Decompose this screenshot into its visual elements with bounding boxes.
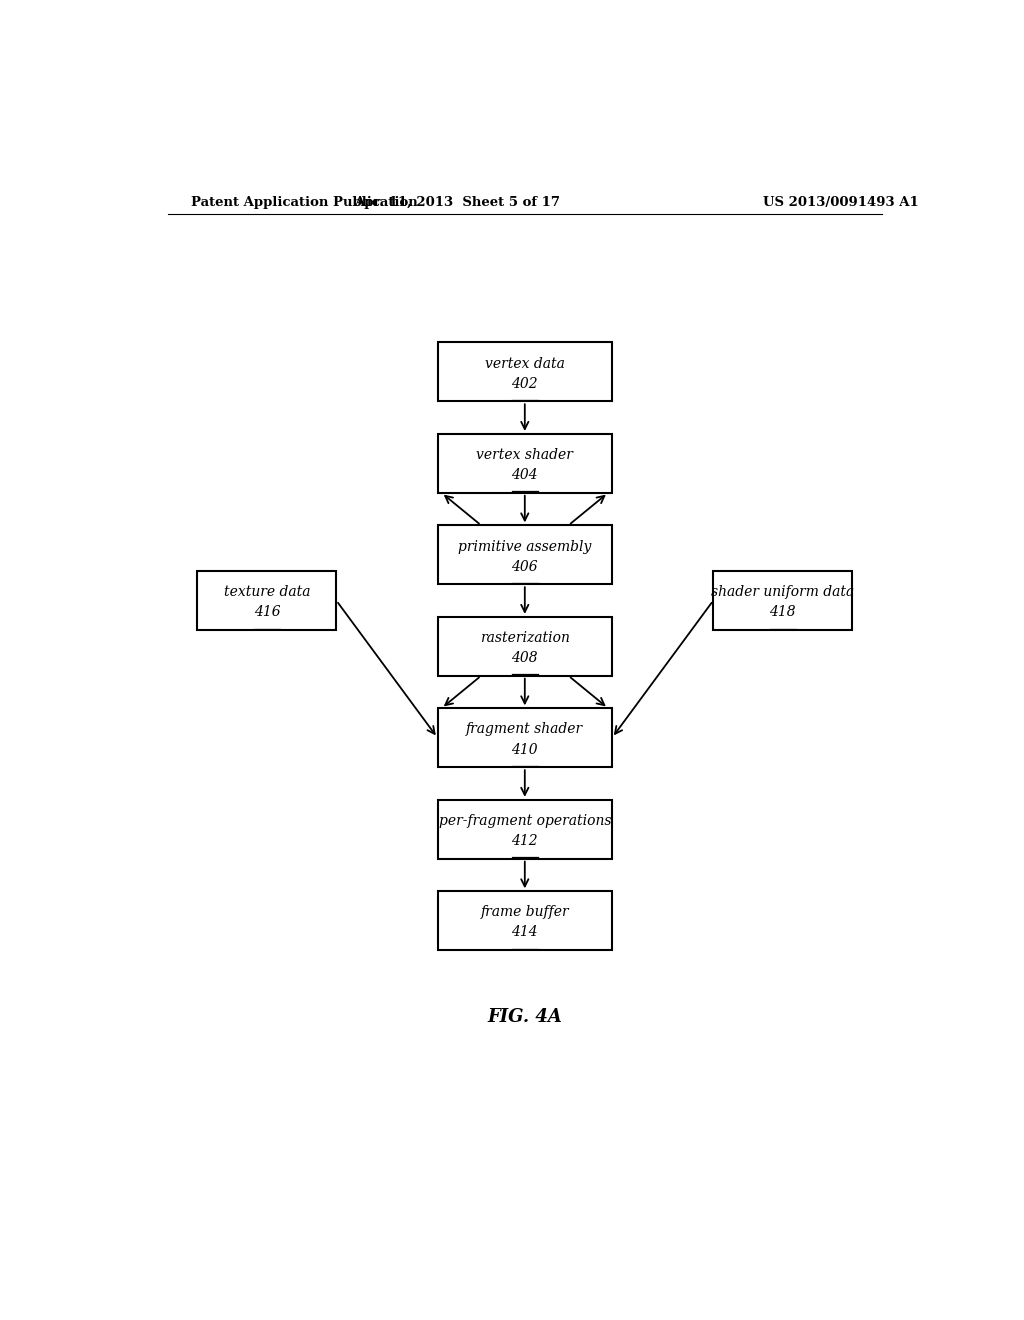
Text: vertex shader: vertex shader (476, 447, 573, 462)
Text: Apr. 11, 2013  Sheet 5 of 17: Apr. 11, 2013 Sheet 5 of 17 (354, 195, 560, 209)
Text: FIG. 4A: FIG. 4A (487, 1008, 562, 1026)
Text: 402: 402 (511, 376, 539, 391)
Text: 418: 418 (769, 606, 796, 619)
Text: rasterization: rasterization (480, 631, 569, 645)
Bar (437, 342, 612, 401)
Bar (437, 616, 612, 676)
Text: 412: 412 (511, 834, 539, 847)
Text: vertex data: vertex data (484, 356, 565, 371)
Text: 416: 416 (254, 606, 281, 619)
Text: primitive assembly: primitive assembly (458, 540, 592, 553)
Text: 408: 408 (511, 651, 539, 665)
Bar (437, 709, 612, 767)
Text: fragment shader: fragment shader (466, 722, 584, 737)
Text: Patent Application Publication: Patent Application Publication (191, 195, 418, 209)
Text: US 2013/0091493 A1: US 2013/0091493 A1 (763, 195, 919, 209)
Text: 410: 410 (511, 743, 539, 756)
Text: texture data: texture data (223, 585, 310, 599)
Bar (198, 572, 336, 630)
Bar (714, 572, 852, 630)
Text: 414: 414 (511, 925, 539, 940)
Text: 404: 404 (511, 469, 539, 482)
Text: 406: 406 (511, 560, 539, 574)
Text: frame buffer: frame buffer (480, 906, 569, 920)
Bar (437, 525, 612, 585)
Bar (437, 891, 612, 950)
Bar (437, 800, 612, 859)
Bar (437, 434, 612, 492)
Text: shader uniform data: shader uniform data (711, 585, 854, 599)
Text: per-fragment operations: per-fragment operations (438, 814, 611, 828)
